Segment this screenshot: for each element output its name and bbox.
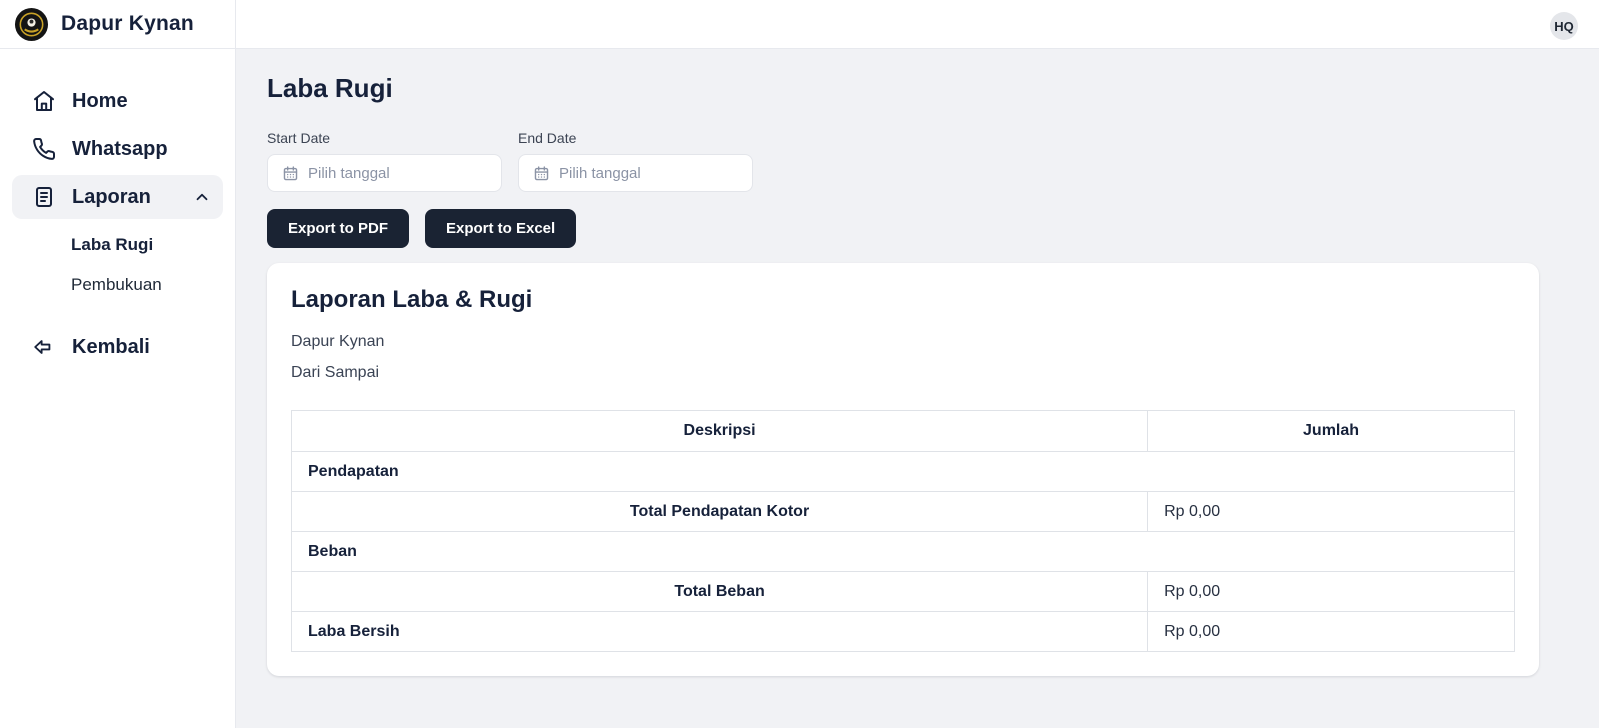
brand: Dapur Kynan — [0, 0, 235, 49]
start-date-picker[interactable] — [267, 154, 502, 192]
phone-icon — [32, 137, 56, 161]
column-header-deskripsi: Deskripsi — [290, 410, 1149, 452]
end-date-picker[interactable] — [518, 154, 753, 192]
brand-logo-icon — [14, 7, 49, 42]
report-company: Dapur Kynan — [291, 333, 385, 350]
start-date-label: Start Date — [267, 130, 331, 146]
sidebar-subitem-pembukuan[interactable]: Pembukuan — [71, 275, 162, 294]
sidebar-subitem-laba-rugi[interactable]: Laba Rugi — [71, 235, 154, 254]
end-date-input[interactable] — [559, 164, 740, 182]
row-label-cell: Laba Bersih — [290, 611, 1149, 652]
chevron-up-icon — [193, 188, 211, 206]
arrow-left-icon — [32, 335, 56, 359]
section-label-cell: Beban — [291, 531, 1515, 572]
table-row: Total Beban Rp 0,00 — [290, 571, 1515, 612]
report-table-body: Pendapatan Total Pendapatan Kotor Rp 0,00 B… — [290, 451, 1515, 652]
calendar-icon — [282, 165, 299, 182]
sidebar-item-label: Home — [72, 89, 128, 112]
sidebar-item-label: Kembali — [72, 335, 150, 358]
table-row: Beban — [291, 531, 1515, 572]
sidebar-nav: Home Whatsapp Laporan — [0, 49, 235, 373]
end-date-label: End Date — [518, 130, 577, 146]
start-date-input[interactable] — [308, 164, 489, 182]
brand-name: Dapur Kynan — [61, 12, 194, 35]
date-filters: Start Date End Date — [267, 130, 1539, 192]
column-header-jumlah: Jumlah — [1147, 410, 1515, 452]
sidebar-item-kembali[interactable]: Kembali — [12, 325, 223, 369]
report-card: Laporan Laba & Rugi Dapur Kynan Dari Sam… — [267, 263, 1539, 676]
report-title: Laporan Laba & Rugi — [291, 286, 533, 313]
page-title: Laba Rugi — [267, 73, 393, 103]
export-pdf-button[interactable]: Export to PDF — [267, 209, 409, 248]
sidebar-item-home[interactable]: Home — [12, 79, 223, 123]
export-actions: Export to PDF Export to Excel — [267, 209, 1539, 248]
topbar: HQ — [236, 0, 1599, 49]
laporan-subnav: Laba Rugi Pembukuan — [0, 223, 235, 311]
user-avatar[interactable]: HQ — [1550, 12, 1578, 40]
table-row: Pendapatan — [291, 451, 1515, 492]
profit-loss-table: Deskripsi Jumlah Pendapatan Total Pendapa… — [290, 410, 1515, 652]
export-excel-button[interactable]: Export to Excel — [425, 209, 577, 248]
main-content: Laba Rugi Start Date End Date — [236, 49, 1599, 728]
sidebar-item-laporan[interactable]: Laporan — [12, 175, 223, 219]
start-date-group: Start Date — [267, 130, 502, 192]
sidebar-item-label: Whatsapp — [72, 137, 168, 160]
home-icon — [32, 89, 56, 113]
table-row: Total Pendapatan Kotor Rp 0,00 — [290, 491, 1515, 532]
row-value-cell: Rp 0,00 — [1147, 611, 1515, 652]
table-row: Laba Bersih Rp 0,00 — [290, 611, 1515, 652]
end-date-group: End Date — [518, 130, 753, 192]
sidebar: Dapur Kynan Home Whatsapp — [0, 0, 236, 728]
sidebar-item-label: Laporan — [72, 185, 151, 208]
row-value-cell: Rp 0,00 — [1147, 491, 1515, 532]
row-label-cell: Total Beban — [290, 571, 1149, 612]
row-value-cell: Rp 0,00 — [1147, 571, 1515, 612]
report-icon — [32, 185, 56, 209]
section-label-cell: Pendapatan — [291, 451, 1515, 492]
table-header-row: Deskripsi Jumlah — [290, 410, 1515, 452]
row-label-cell: Total Pendapatan Kotor — [290, 491, 1149, 532]
calendar-icon — [533, 165, 550, 182]
report-period: Dari Sampai — [291, 364, 380, 381]
sidebar-item-whatsapp[interactable]: Whatsapp — [12, 127, 223, 171]
content-column: HQ Laba Rugi Start Date — [236, 0, 1599, 728]
nav-spacer — [0, 311, 235, 321]
